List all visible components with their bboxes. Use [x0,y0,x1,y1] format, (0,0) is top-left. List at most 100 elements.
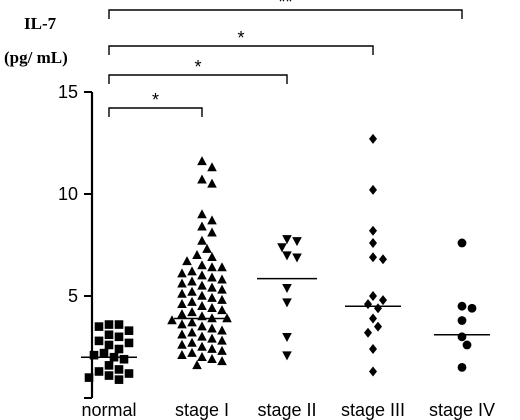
data-point [364,327,372,338]
y-tick-label: 15 [58,82,78,102]
data-point [369,237,377,248]
data-point [369,252,377,263]
data-point [197,270,207,280]
data-point [114,344,124,354]
data-point [379,295,387,306]
x-tick-label: stage IV [429,400,495,420]
data-point [187,307,197,317]
data-point [217,356,227,366]
data-point [177,288,187,298]
data-point [89,350,99,360]
significance-bracket [108,45,374,55]
data-point [369,344,377,355]
data-point [197,290,207,300]
data-point [207,262,217,272]
data-point [104,320,114,329]
data-point [197,301,207,310]
data-point [104,371,114,380]
data-point [99,348,109,358]
significance-bracket [108,9,463,19]
significance-label: * [194,57,201,77]
data-point [192,360,202,370]
data-point [207,282,217,292]
data-point [457,238,467,248]
data-point [369,291,377,301]
data-point [207,354,217,364]
data-point [217,325,227,335]
data-point [177,268,187,278]
data-point [124,369,134,378]
data-point [207,303,217,313]
data-point [207,323,217,333]
data-point [369,366,377,377]
significance-brackets: ***** [108,0,463,117]
x-tick-label: stage III [341,400,405,420]
data-point [369,184,377,195]
data-point [197,280,207,290]
data-point [207,252,217,262]
data-point [364,299,372,310]
data-point [207,162,217,172]
data-point [177,349,187,359]
data-point [177,339,187,349]
data-point [207,343,217,353]
data-point [94,322,104,331]
data-point [282,333,292,342]
y-axis-label-line1: IL-7 [24,14,57,33]
data-point [187,317,197,327]
y-tick-label: 10 [58,184,78,204]
data-point [369,313,377,324]
data-points [84,133,477,384]
data-point [94,367,104,376]
data-point [187,327,197,337]
data-point [177,319,187,329]
data-point [217,294,227,304]
significance-label: * [152,90,159,110]
data-point [467,303,477,313]
data-point [187,347,197,357]
significance-label: ** [278,0,292,12]
x-tick-label: normal [81,400,136,420]
data-point [119,354,129,364]
y-axis-label-line2: (pg/ mL) [4,48,68,67]
data-point [207,227,217,237]
data-point [124,326,134,335]
data-point [187,296,197,306]
data-point [217,345,227,355]
data-point [197,321,207,331]
data-point [374,321,382,332]
data-point [277,243,287,253]
data-point [462,340,472,350]
data-point [187,276,197,286]
data-point [217,305,227,315]
data-point [207,215,217,225]
data-point [94,336,104,346]
axes: 5 10 15 normal stage I stage II stage III stage… [58,82,495,420]
data-point [197,235,207,245]
data-point [197,331,207,341]
x-tick-label: stage I [175,400,229,420]
data-point [197,221,207,231]
data-point [217,274,227,284]
x-tick-label: stage II [257,400,316,420]
data-point [457,363,467,372]
median-lines [81,277,490,358]
data-point [177,298,187,308]
data-point [182,256,192,266]
data-point [207,272,217,282]
data-point [114,375,124,384]
data-point [187,266,197,276]
data-point [207,333,217,343]
data-point [114,365,124,374]
data-point [379,254,387,265]
data-point [177,309,187,319]
significance-label: * [237,28,244,48]
data-point [282,284,292,294]
data-point [369,225,377,236]
data-point [207,178,217,188]
data-point [197,260,207,270]
significance-bracket [108,107,203,117]
data-point [207,292,217,302]
data-point [217,284,227,294]
